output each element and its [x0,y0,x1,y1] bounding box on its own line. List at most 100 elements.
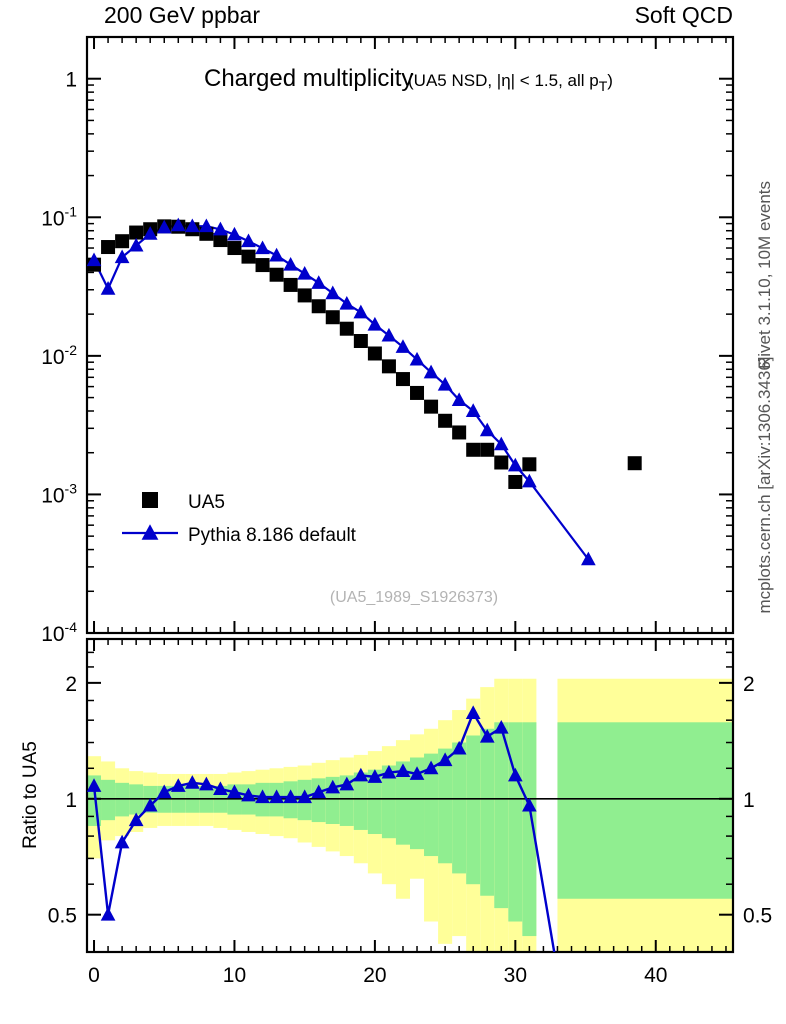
ratio-y-tick-label-right: 0.5 [743,905,772,928]
data-marker-triangle [87,778,102,792]
band-inner [381,765,396,839]
data-marker-triangle [479,422,495,437]
data-marker-triangle [199,776,214,791]
main-data-holder [87,217,642,566]
data-marker-square [381,359,396,374]
band-inner [480,728,495,896]
data-marker-square [339,321,354,336]
data-marker-triangle [381,764,397,779]
data-marker-triangle [184,218,200,233]
data-marker-triangle [227,226,242,241]
data-marker-triangle [227,784,242,799]
band-inner [466,735,481,885]
data-marker-triangle [156,784,172,799]
data-marker-triangle [213,781,228,795]
band-inner [438,748,453,864]
data-marker-triangle [283,789,298,804]
data-marker-square [297,288,312,303]
data-marker-square [101,240,116,255]
data-marker-triangle [395,339,411,353]
data-marker-triangle [581,551,596,566]
x-tick-label: 40 [644,964,667,987]
y-tick-label: 1 [65,69,77,92]
ratio-data-holder [87,705,556,952]
data-marker-triangle [451,740,467,755]
data-marker-triangle [213,221,228,236]
ratio-panel-frame [85,637,735,954]
main-plot-title-suffix: (UA5 NSD, |η| < 1.5, all pT) [408,71,613,94]
data-marker-triangle [395,763,411,778]
x-tick-label: 10 [223,964,246,987]
data-marker-square [480,442,495,457]
data-marker-triangle [297,265,313,280]
band-inner [508,722,523,922]
data-marker-triangle [479,728,495,743]
data-marker-triangle [199,218,214,233]
data-marker-triangle [87,252,102,267]
main-panel-frame [85,35,735,635]
data-marker-triangle [339,776,355,791]
ratio-panel-border [85,637,735,954]
band-inner [101,779,116,821]
data-marker-triangle [522,797,537,812]
ratio-y-tick-label-right: 1 [743,789,755,812]
legend-group: UA5 Pythia 8.186 default [122,492,357,546]
band-inner [353,772,368,830]
data-marker-triangle [493,719,509,734]
data-marker-triangle [522,473,537,488]
data-marker-triangle [128,237,144,252]
data-marker-square [255,258,270,273]
data-marker-square [283,277,298,292]
analysis-id-watermark: (UA5_1989_S1926373) [330,589,498,606]
y-tick-label: 10-3 [41,480,77,507]
data-marker-triangle [283,256,298,271]
data-marker-square [325,310,340,325]
data-marker-triangle [353,767,369,782]
data-marker-square [466,442,481,457]
data-marker-triangle [156,219,172,234]
data-marker-triangle [451,392,467,406]
data-marker-triangle [409,351,425,366]
y-tick-label: 10-1 [41,203,77,230]
data-marker-triangle [353,304,369,319]
data-marker-triangle [241,233,256,248]
data-marker-triangle [141,524,159,540]
main-panel-data [87,217,642,566]
band-inner [115,782,130,817]
data-marker-square [627,456,642,471]
band-inner [452,742,467,874]
data-marker-square [452,425,467,440]
data-marker-triangle [170,217,186,232]
band-inner [424,753,439,857]
rivet-version-label: Rivet 3.1.10, 10M events [755,181,774,369]
data-marker-triangle [437,752,453,767]
ratio-y-tick-label: 0.5 [48,905,77,928]
data-marker-triangle [269,789,284,804]
main-plot-title: Charged multiplicity [204,65,413,92]
band-inner [311,778,326,823]
band-inner [410,757,425,850]
data-marker-square [213,233,228,248]
ratio-y-tick-label: 2 [65,673,77,696]
data-marker-triangle [437,376,453,391]
data-marker-square [115,234,130,249]
header-left-label: 200 GeV ppbar [104,2,260,28]
data-marker-square [227,241,242,256]
data-marker-square [269,267,284,282]
data-marker-triangle [507,457,523,472]
ratio-axis-label: Ratio to UA5 [20,741,41,849]
data-marker-square [395,372,410,387]
data-marker-square [424,399,439,414]
ratio-y-tick-label: 1 [65,789,77,812]
data-marker-square [129,225,144,240]
ratio-y-tick-label-right: 2 [743,673,755,696]
data-marker-triangle [423,760,439,775]
data-marker-square [438,413,453,428]
x-tick-label: 20 [363,964,386,987]
data-marker-square [142,492,158,508]
band-inner [494,722,509,909]
data-marker-triangle [142,226,158,240]
data-marker-triangle [255,789,270,804]
data-marker-triangle [100,281,116,295]
